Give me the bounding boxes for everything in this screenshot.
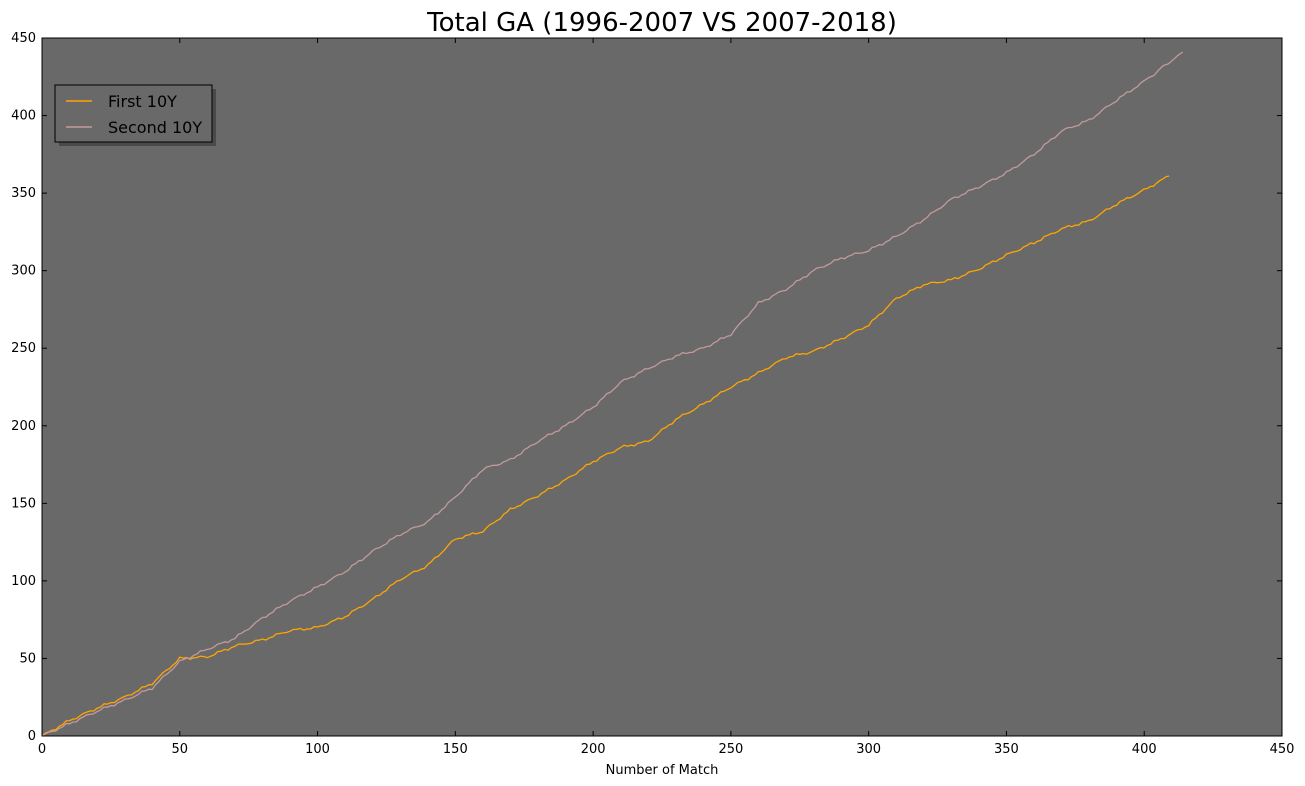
x-tick-label: 200: [581, 742, 606, 757]
y-tick-label: 350: [11, 186, 36, 201]
y-tick-label: 100: [11, 574, 36, 589]
legend-label-second-10y: Second 10Y: [108, 118, 202, 137]
legend: First 10Y Second 10Y: [54, 84, 216, 146]
y-tick-label: 450: [11, 31, 36, 46]
plot-area: [42, 38, 1282, 736]
series-layer: [41, 51, 1184, 737]
x-tick-label: 400: [1132, 742, 1157, 757]
y-tick-label: 400: [11, 109, 36, 124]
chart-title: Total GA (1996-2007 VS 2007-2018): [426, 8, 897, 38]
legend-box: [54, 84, 213, 143]
y-tick-label: 0: [28, 729, 36, 744]
y-tick-label: 150: [11, 496, 36, 511]
x-tick-label: 450: [1270, 742, 1295, 757]
x-tick-label: 50: [172, 742, 189, 757]
x-axis-label: Number of Match: [606, 763, 719, 778]
x-tick-label: 100: [305, 742, 330, 757]
x-tick-label: 300: [856, 742, 881, 757]
y-tick-label: 50: [19, 651, 36, 666]
x-tick-label: 350: [994, 742, 1019, 757]
x-tick-label: 250: [718, 742, 743, 757]
plot-frame: [41, 37, 1283, 737]
x-tick-label: 0: [38, 742, 46, 757]
y-tick-label: 300: [11, 264, 36, 279]
series-line-first-10y: [41, 175, 1170, 737]
y-tick-label: 250: [11, 341, 36, 356]
ticks-layer: 0 50 100 150 200 250 300 350 400 450 0 50 100 150 200 2…: [11, 31, 1294, 757]
legend-label-first-10y: First 10Y: [108, 92, 177, 111]
x-tick-label: 150: [443, 742, 468, 757]
series-line-second-10y: [41, 51, 1184, 737]
y-tick-label: 200: [11, 419, 36, 434]
